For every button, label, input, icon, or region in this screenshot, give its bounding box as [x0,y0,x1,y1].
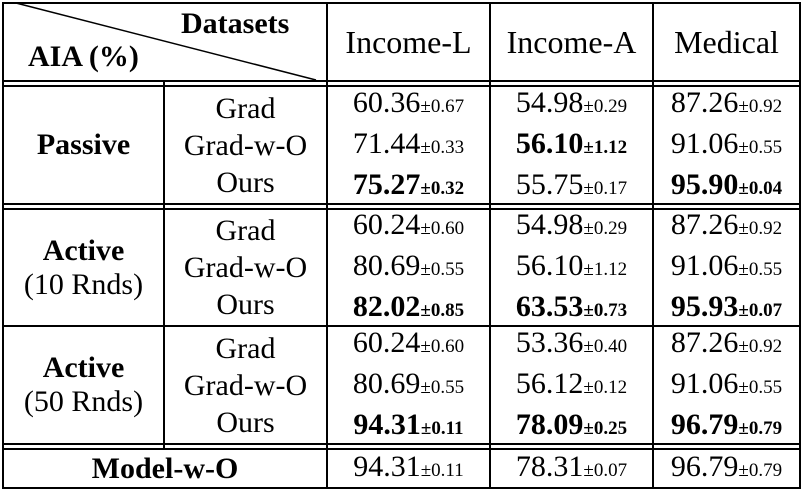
values-income-a: 53.36±0.40 56.12±0.12 78.09±0.25 [491,325,652,443]
group-label-active-50: Active (50 Rnds) [4,327,163,443]
footer-income-a: 78.31±0.07 [491,450,652,487]
value-cell-best: 56.10±1.12 [515,126,628,160]
method-ours: Ours [216,165,275,199]
method-ours: Ours [216,405,275,439]
rule-group2 [2,325,801,327]
rule-header-1 [2,80,801,82]
value-cell: 87.26±0.92 [670,85,783,119]
footer-label-model-w-o: Model-w-O [4,450,326,487]
method-grad-w-o: Grad-w-O [183,128,308,162]
value-cell: 91.06±0.55 [670,366,783,400]
corner-datasets-label: Datasets [181,7,290,40]
method-list: Grad Grad-w-O Ours [165,327,326,443]
value-cell: 87.26±0.92 [670,208,783,241]
value-cell-best: 63.53±0.73 [515,290,628,323]
value-cell: 96.79±0.79 [670,450,783,483]
value-cell: 60.36±0.67 [352,85,465,119]
footer-label: Model-w-O [91,451,239,485]
value-cell: 60.24±0.60 [352,325,465,359]
value-cell: 54.98±0.29 [515,208,628,241]
values-income-l: 60.24±0.60 80.69±0.55 82.02±0.85 [328,208,489,325]
col-header-medical: Medical [674,23,779,60]
values-income-a: 54.98±0.29 56.10±1.12 55.75±0.17 [491,85,652,203]
method-ours: Ours [216,288,275,321]
value-cell: 56.12±0.12 [515,366,628,400]
method-grad: Grad [215,331,276,365]
value-cell: 55.75±0.17 [515,167,628,201]
values-medical: 87.26±0.92 91.06±0.55 95.90±0.04 [654,85,799,203]
rule-group1-2 [2,208,801,210]
value-cell: 56.10±1.12 [515,249,628,282]
value-cell: 91.06±0.55 [670,249,783,282]
value-cell: 80.69±0.55 [352,366,465,400]
value-cell-best: 78.09±0.25 [515,407,628,441]
rule-method-col [163,80,165,450]
value-cell: 54.98±0.29 [515,85,628,119]
value-cell: 60.24±0.60 [352,208,465,241]
value-cell: 91.06±0.55 [670,126,783,160]
method-grad-w-o: Grad-w-O [183,251,308,284]
rule-col-3 [652,2,654,489]
value-cell: 71.44±0.33 [352,126,465,160]
values-medical: 87.26±0.92 91.06±0.55 96.79±0.79 [654,325,799,443]
corner-aia-label: AIA (%) [28,40,139,73]
value-cell-best: 75.27±0.32 [352,167,465,201]
values-medical: 87.26±0.92 91.06±0.55 95.93±0.07 [654,208,799,325]
value-cell-best: 95.90±0.04 [670,167,783,201]
group-subtitle: (50 Rnds) [23,385,144,418]
rule-left [2,2,4,489]
group-title: Active [42,351,125,384]
values-income-a: 54.98±0.29 56.10±1.12 63.53±0.73 [491,208,652,325]
group-label-active-10: Active (10 Rnds) [4,210,163,325]
group-title: Passive [36,128,131,161]
col-header-income-l: Income-L [345,23,472,60]
method-grad-w-o: Grad-w-O [183,368,308,402]
value-cell-best: 95.93±0.07 [670,290,783,323]
rule-group1-1 [2,203,801,205]
group-subtitle: (10 Rnds) [23,267,144,301]
method-grad: Grad [215,214,276,247]
value-cell: 87.26±0.92 [670,325,783,359]
group-title: Active [42,233,125,267]
rule-header-2 [2,85,801,87]
rule-footer-1 [2,443,801,445]
rule-right [799,2,801,489]
col-header-income-a: Income-A [506,23,637,60]
value-cell-best: 82.02±0.85 [352,290,465,323]
rule-footer-2 [2,448,801,450]
value-cell: 78.31±0.07 [515,450,628,483]
value-cell-best: 94.31±0.11 [353,407,464,441]
footer-income-l: 94.31±0.11 [328,450,489,487]
corner-diagonal [15,2,317,81]
method-list: Grad Grad-w-O Ours [165,87,326,203]
value-cell: 53.36±0.40 [515,325,628,359]
group-label-passive: Passive [4,87,163,203]
values-income-l: 60.24±0.60 80.69±0.55 94.31±0.11 [328,325,489,443]
value-cell: 80.69±0.55 [352,249,465,282]
value-cell: 94.31±0.11 [353,450,464,483]
method-list: Grad Grad-w-O Ours [165,210,326,325]
rule-top [2,2,801,4]
method-grad: Grad [215,91,276,125]
values-income-l: 60.36±0.67 71.44±0.33 75.27±0.32 [328,85,489,203]
rule-col-2 [489,2,491,489]
footer-medical: 96.79±0.79 [654,450,799,487]
rule-col-1 [326,2,328,489]
value-cell-best: 96.79±0.79 [670,407,783,441]
rule-bottom [2,487,801,489]
